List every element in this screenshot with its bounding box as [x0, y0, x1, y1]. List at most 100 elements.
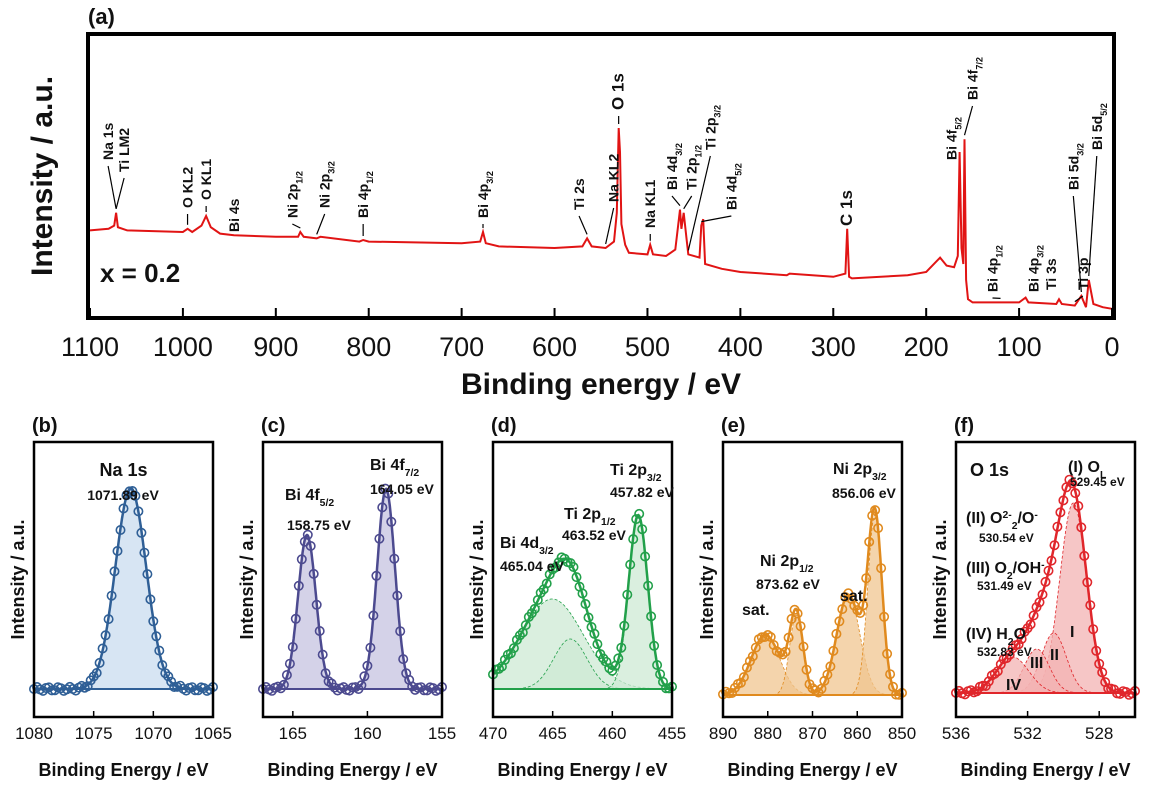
x-tick-label: 465 — [538, 724, 566, 743]
peak-energy-label: 164.05 eV — [370, 481, 434, 497]
data-point-marker — [640, 551, 651, 562]
x-axis-label: Binding Energy / eV — [960, 760, 1130, 780]
panel-a-frame — [86, 32, 1116, 320]
data-point-marker — [831, 628, 842, 639]
panel-b-chart: (b) 1080 1075 1070 1065 Binding Energy / eV In… — [8, 415, 232, 780]
data-point-marker — [106, 590, 117, 601]
peak-energy-label: 465.04 eV — [500, 558, 564, 574]
x-tick-label: 460 — [598, 724, 626, 743]
data-point-marker — [852, 605, 863, 616]
peak-label: Ni 2p1/2 — [760, 553, 814, 575]
panel-a-peak-label: Na KL2 — [606, 154, 622, 202]
peak-energy-label: 530.54 eV — [979, 531, 1034, 545]
data-point-marker — [625, 559, 636, 570]
peak-label: Ti 2p3/2 — [610, 462, 662, 484]
y-axis-label: Intensity / a.u. — [467, 519, 487, 639]
panel-frame — [954, 440, 1137, 719]
data-point-marker — [163, 671, 174, 682]
data-point-marker — [1070, 488, 1081, 499]
panel-letter: (f) — [954, 415, 974, 437]
data-point-marker — [876, 563, 887, 574]
panel-a-peak-label: Ti 2s — [571, 178, 587, 210]
data-point-marker — [145, 594, 156, 605]
data-point-marker — [649, 640, 660, 651]
data-point-marker — [628, 534, 639, 545]
data-point-marker — [646, 611, 657, 622]
data-point-marker — [305, 540, 316, 551]
data-point-marker — [592, 639, 603, 650]
data-point-marker — [142, 569, 153, 580]
data-point-marker — [377, 502, 388, 513]
panel-frame — [261, 440, 444, 719]
data-point-marker — [154, 645, 165, 656]
data-point-marker — [995, 659, 1006, 670]
small-panels: (b) 1080 1075 1070 1065 Binding Energy / eV In… — [8, 415, 1141, 780]
data-point-marker — [1073, 500, 1084, 511]
data-point-marker — [983, 676, 994, 687]
data-point-marker — [873, 523, 884, 534]
data-point-marker — [783, 632, 794, 643]
data-point-marker — [864, 536, 875, 547]
data-point-marker — [622, 589, 633, 600]
x-tick-label: 528 — [1085, 724, 1113, 743]
data-point-marker — [293, 580, 304, 591]
data-point-marker — [541, 578, 552, 589]
peak-label: Bi 4f7/2 — [370, 457, 419, 479]
data-point-marker — [577, 588, 588, 599]
data-point-marker — [1097, 667, 1108, 678]
panel-a-x-tick-label: 100 — [997, 332, 1042, 362]
data-point-marker — [314, 625, 325, 636]
data-point-marker — [571, 572, 582, 583]
panel-a-peak-label: C 1s — [837, 190, 856, 226]
peak-energy-label: 531.49 eV — [977, 579, 1032, 593]
data-point-marker — [166, 676, 177, 687]
data-point-marker — [389, 553, 400, 564]
data-point-marker — [499, 654, 510, 665]
data-point-marker — [148, 616, 159, 627]
data-point-marker — [1088, 624, 1099, 635]
x-tick-label: 870 — [798, 724, 826, 743]
peak-label: sat. — [742, 602, 770, 619]
data-point-marker — [643, 580, 654, 591]
data-point-marker — [127, 485, 138, 496]
data-point-marker — [398, 654, 409, 665]
panel-a-x-tick-label: 0 — [1104, 332, 1119, 362]
envelope-fit-line — [492, 513, 673, 690]
data-point-marker — [1049, 540, 1060, 551]
panel-a-x-label: Binding energy / eV — [461, 368, 741, 401]
panel-a-label-leader — [701, 215, 732, 223]
data-point-marker — [1094, 658, 1105, 669]
panel-a-peak-label: Bi 4s — [226, 198, 242, 232]
data-point-marker — [91, 667, 102, 678]
data-point-marker — [795, 621, 806, 632]
data-point-marker — [284, 658, 295, 669]
data-point-marker — [798, 641, 809, 652]
data-point-marker — [1091, 645, 1102, 656]
panel-a-label-leader — [963, 105, 974, 136]
data-point-marker — [1076, 522, 1087, 533]
panel-a-x-tick-label: 1100 — [61, 332, 119, 362]
panel-a-x-tick-label: 400 — [718, 332, 763, 362]
x-axis-label: Binding Energy / eV — [497, 760, 667, 780]
data-point-marker — [368, 610, 379, 621]
panel-a-peak-label: Bi 4p3/2 — [1026, 245, 1046, 292]
panel-a-peak-label: Bi 4p3/2 — [475, 171, 495, 218]
data-point-marker — [190, 685, 201, 696]
data-point-marker — [1037, 589, 1048, 600]
panel-letter: (b) — [32, 415, 58, 437]
panel-a-label-leader — [316, 213, 326, 235]
panel-a-peak-label: Ni 2p1/2 — [284, 171, 304, 218]
data-point-marker — [879, 611, 890, 622]
data-point-marker — [130, 490, 141, 501]
data-point-marker — [1040, 576, 1051, 587]
data-point-marker — [870, 505, 881, 516]
panel-a-peak-label: O KL2 — [180, 167, 196, 208]
panel-a-peak-labels: Na 1s Ti LM2 O KL2 O KL1 Bi 4s Ni 2p1/2 Ni 2p3… — [100, 57, 1109, 303]
panel-a-survey-spectrum: (a) Na 1s Ti LM2 O KL2 O KL1 Bi 4s Ni 2p1/2 Ni… — [26, 4, 1120, 401]
panel-a-label-leader — [1074, 295, 1084, 303]
panel-d-chart: (d) 470 465 460 455 Binding Energy / eV Intens… — [467, 415, 686, 780]
data-point-marker — [278, 679, 289, 690]
data-point-marker — [356, 680, 367, 691]
data-point-marker — [637, 524, 648, 535]
